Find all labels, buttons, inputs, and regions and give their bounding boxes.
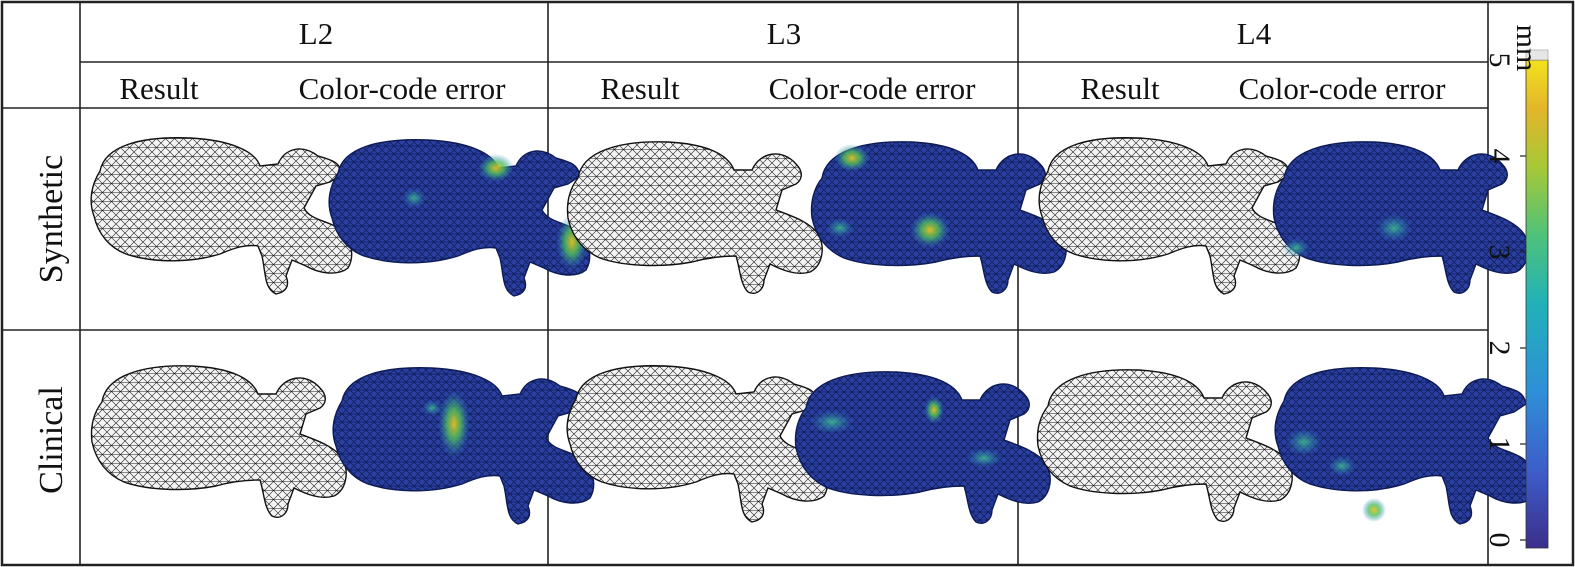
colorbar-tick-label: 1	[1483, 437, 1516, 452]
column-label-l4: L4	[1237, 16, 1272, 51]
mesh-result-synthetic-l3	[566, 141, 823, 294]
mesh-result-clinical-l4	[1036, 369, 1293, 522]
colorbar-tick-label: 2	[1483, 341, 1516, 356]
colorbar-gradient	[1525, 59, 1549, 549]
mesh-error-clinical-l3	[794, 371, 1051, 524]
subheader-result-l2: Result	[119, 71, 199, 106]
row-label-clinical: Clinical	[33, 386, 70, 494]
subheader-error-l2: Color-code error	[299, 71, 506, 106]
colorbar-tick-label: 4	[1483, 149, 1516, 164]
mesh-error-clinical-l4	[1274, 367, 1537, 525]
mesh-error-synthetic-l2	[328, 139, 591, 297]
colorbar-tick-label: 5	[1483, 53, 1516, 68]
colorbar-tick-label: 3	[1483, 245, 1516, 260]
subheader-error-l3: Color-code error	[769, 71, 976, 106]
mesh-result-clinical-l3	[566, 365, 829, 523]
mesh-result-synthetic-l2	[90, 137, 353, 295]
colorbar-ticks: 0 1 2 3 4 5	[1483, 53, 1526, 548]
colorbar-unit: mm	[1510, 25, 1543, 72]
row-label-synthetic: Synthetic	[33, 155, 70, 283]
mesh-error-synthetic-l3	[810, 141, 1067, 294]
column-label-l3: L3	[767, 16, 801, 51]
column-label-l2: L2	[299, 16, 333, 51]
colorbar: 0 1 2 3 4 5 mm	[1483, 25, 1549, 549]
colorbar-tick-label: 0	[1483, 533, 1516, 548]
mesh-error-synthetic-l4	[1272, 141, 1529, 294]
subheader-result-l3: Result	[600, 71, 680, 106]
row-labels: Synthetic Clinical	[33, 155, 70, 494]
subheader-error-l4: Color-code error	[1239, 71, 1446, 106]
mesh-result-clinical-l2	[90, 365, 347, 518]
column-headers: L2 L3 L4 Result Color-code error Result …	[119, 16, 1446, 106]
subheader-result-l4: Result	[1080, 71, 1160, 106]
mesh-result-synthetic-l4	[1038, 137, 1301, 295]
mesh-error-clinical-l2	[332, 367, 595, 525]
